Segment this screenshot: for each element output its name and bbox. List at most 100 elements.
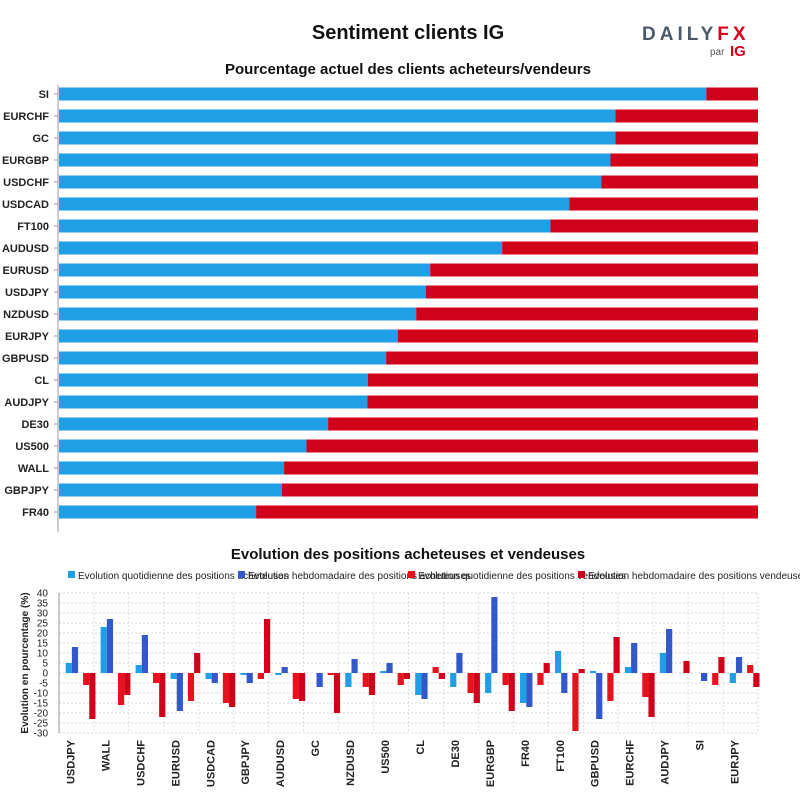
sell-bar-de30 [328,417,758,431]
chart2-category-label: AUDUSD [275,740,287,787]
bar-usdjpy-s4 [89,673,96,719]
chart1-category-label: GBPJPY [4,485,49,497]
buy-bar-eurjpy [59,329,399,343]
legend-swatch-2 [238,571,245,578]
bar-eurjpy-s1 [729,673,736,683]
bar-ft100-s1 [554,651,562,673]
chart2-category-label: EURUSD [170,740,182,787]
bar-audusd-s2 [281,667,288,673]
bar-eurchf-s2 [631,643,638,673]
bar-audusd-s1 [275,673,282,675]
bar-nzdusd-s3 [362,673,369,687]
chart2-ytick-label: -30 [34,729,49,740]
bar-audjpy-s2 [666,629,673,673]
bar-gbpjpy-s2 [246,673,253,683]
bar-usdjpy-s1 [65,663,72,673]
bar-usdcad-s3 [222,673,230,703]
chart1-category-label: EURCHF [3,111,49,123]
bar-us500-s1 [380,671,387,673]
bar-audusd-s4 [298,673,306,701]
chart2-ytick-label: 0 [42,669,48,680]
bar-eurgbp-s2 [491,597,498,673]
buy-bar-si [59,87,707,101]
chart1-category-label: WALL [18,463,49,475]
chart1-category-label: CL [34,375,49,387]
sell-bar-audjpy [367,395,758,409]
chart2-category-label: DE30 [450,740,462,768]
bar-us500-s4 [403,673,410,679]
chart1-category-label: US500 [15,441,49,453]
bar-usdchf-s1 [135,665,142,673]
chart2-ytick-label: -15 [34,699,49,710]
bar-eurgbp-s3 [502,673,509,685]
chart2-ytick-label: 25 [37,619,49,630]
page-title: Sentiment clients IG [311,22,505,44]
sell-bar-si [706,87,758,101]
chart2-ytick-label: 40 [37,589,49,600]
buy-bar-us500 [59,439,307,453]
bar-fr40-s4 [543,663,550,673]
bar-wall-s1 [100,627,107,673]
bar-usdchf-s3 [152,673,160,683]
buy-bar-cl [59,373,368,387]
buy-bar-eurusd [59,263,431,277]
legend-swatch-4 [578,571,585,578]
chart1-title: Pourcentage actuel des clients acheteurs… [225,61,591,78]
chart1-category-label: FT100 [17,221,49,233]
bar-usdjpy-s3 [83,673,90,685]
bar-usdcad-s2 [211,673,218,683]
bar-gbpusd-s4 [613,637,620,673]
chart2-category-label: SI [695,740,707,750]
bar-nzdusd-s1 [345,673,352,687]
bar-usdcad-s4 [229,673,236,707]
chart2-category-label: GC [310,740,322,757]
sell-bar-gc [615,131,758,145]
bar-usdjpy-s2 [71,647,79,673]
chart2-category-label: GBPUSD [590,740,602,787]
bar-usdchf-s2 [141,635,148,673]
chart1-category-label: NZDUSD [3,309,49,321]
chart2-category-label: USDCHF [135,740,147,786]
chart1-category-label: GC [33,133,50,145]
buy-bar-audusd [59,241,503,255]
chart2-ytick-label: -25 [34,719,49,730]
chart2-ytick-label: 35 [37,599,49,610]
chart2-ytick-label: 20 [37,629,49,640]
bar-eurgbp-s4 [508,673,515,711]
bar-wall-s3 [117,673,125,705]
sell-bar-gbpusd [386,351,758,365]
chart1-category-label: USDCAD [2,199,49,211]
chart2-category-label: US500 [380,740,392,774]
chart2-ytick-label: -5 [39,679,48,690]
bar-eurjpy-s4 [753,673,760,687]
bar-eurgbp-s1 [485,673,492,693]
legend-entry-4: Evolution hebdomadaire des positions ven… [588,571,800,582]
dailyfx-logo: DAILYFX par IG [642,24,752,64]
logo-fx-text: FX [717,24,750,45]
chart2-category-label: USDCAD [205,740,217,787]
chart2-category-label: NZDUSD [345,740,357,786]
legend-swatch-1 [68,571,75,578]
buy-bar-eurchf [59,109,616,123]
bar-gbpusd-s1 [589,671,597,673]
chart1-category-label: EURUSD [3,265,50,277]
chart2-ytick-label: -10 [34,689,49,700]
buy-bar-fr40 [59,505,257,519]
bar-cl-s1 [415,673,422,695]
bar-gbpjpy-s3 [257,673,264,679]
bar-gc-s4 [333,673,341,713]
bar-gc-s3 [327,673,334,675]
chart2-category-label: EURGBP [485,740,497,787]
bar-wall-s4 [124,673,131,695]
bar-gbpjpy-s1 [240,673,247,675]
bar-eurchf-s1 [624,667,632,673]
chart2-category-label: FR40 [520,740,532,767]
sell-bar-eurgbp [610,153,758,167]
chart2-category-label: GBPJPY [240,739,252,784]
chart2-ytick-label: 5 [42,659,48,670]
bar-usdchf-s4 [159,673,166,717]
bar-audusd-s3 [292,673,299,699]
bar-fr40-s1 [520,673,527,703]
chart1-category-label: AUDUSD [2,243,49,255]
legend-entry-3: Evolution quotidienne des positions vend… [418,571,626,582]
